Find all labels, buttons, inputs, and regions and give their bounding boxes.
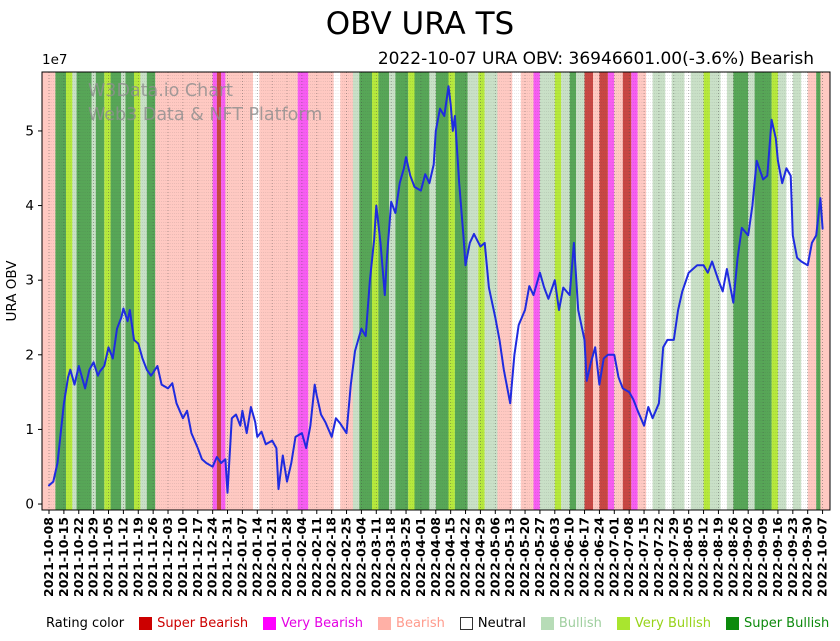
- legend-item: Very Bearish: [263, 616, 363, 631]
- svg-text:2021-11-05: 2021-11-05: [101, 517, 116, 597]
- svg-text:2021-12-10: 2021-12-10: [175, 517, 190, 597]
- legend-item: Very Bullish: [616, 616, 711, 631]
- svg-text:2022-04-15: 2022-04-15: [443, 517, 458, 597]
- svg-text:2022-04-22: 2022-04-22: [458, 517, 473, 597]
- obv-line-series: [48, 85, 824, 494]
- svg-text:2022-03-04: 2022-03-04: [353, 517, 368, 597]
- svg-text:2021-10-29: 2021-10-29: [86, 517, 101, 597]
- svg-text:2022-09-16: 2022-09-16: [770, 517, 785, 597]
- chart-title: OBV URA TS: [325, 6, 515, 42]
- svg-text:2022-09-09: 2022-09-09: [755, 517, 770, 597]
- legend-item-label: Super Bullish: [743, 616, 830, 631]
- legend-swatch-icon: [263, 617, 277, 630]
- y-axis-offset-text: 1e7: [42, 52, 67, 68]
- svg-text:2022-01-28: 2022-01-28: [279, 517, 294, 597]
- svg-text:2022-03-18: 2022-03-18: [383, 517, 398, 597]
- watermark-line1: W3Data.io Chart: [88, 81, 233, 101]
- svg-text:2022-07-15: 2022-07-15: [636, 517, 651, 597]
- legend-swatch-icon: [459, 617, 473, 630]
- svg-text:2022-08-05: 2022-08-05: [681, 517, 696, 597]
- svg-text:2022-09-30: 2022-09-30: [800, 517, 815, 597]
- svg-text:2022-08-19: 2022-08-19: [710, 517, 725, 597]
- svg-text:2022-01-21: 2022-01-21: [264, 517, 279, 597]
- svg-text:2022-07-29: 2022-07-29: [666, 517, 681, 597]
- legend-item-label: Super Bearish: [157, 616, 249, 631]
- legend-title: Rating color: [46, 616, 125, 631]
- svg-text:2022-08-12: 2022-08-12: [696, 517, 711, 597]
- legend-swatch-icon: [378, 617, 392, 630]
- legend-item: Super Bearish: [139, 616, 248, 631]
- svg-text:2022-04-01: 2022-04-01: [413, 517, 428, 597]
- svg-text:2021-12-24: 2021-12-24: [205, 517, 220, 597]
- svg-text:2021-12-03: 2021-12-03: [160, 517, 175, 597]
- watermark: W3Data.io Chart Web3 Data & NFT Platform: [88, 81, 322, 125]
- svg-text:2022-05-27: 2022-05-27: [532, 517, 547, 597]
- legend-item: Bullish: [540, 616, 602, 631]
- legend-item-label: Very Bullish: [634, 616, 711, 631]
- svg-text:4: 4: [25, 198, 34, 214]
- svg-text:2022-10-07: 2022-10-07: [815, 517, 830, 597]
- svg-text:2021-12-17: 2021-12-17: [190, 517, 205, 597]
- svg-text:2022-02-04: 2022-02-04: [294, 517, 309, 597]
- svg-text:5: 5: [25, 123, 34, 139]
- svg-text:2022-02-25: 2022-02-25: [339, 517, 354, 597]
- legend-item-label: Neutral: [477, 616, 526, 631]
- svg-text:2022-09-23: 2022-09-23: [785, 517, 800, 597]
- legend-swatch-icon: [616, 617, 630, 630]
- legend-item-label: Very Bearish: [281, 616, 364, 631]
- svg-text:2021-11-26: 2021-11-26: [145, 517, 160, 597]
- svg-text:2022-04-08: 2022-04-08: [428, 517, 443, 597]
- svg-text:0: 0: [25, 497, 34, 513]
- svg-text:2022-03-11: 2022-03-11: [368, 517, 383, 597]
- svg-text:2022-07-08: 2022-07-08: [621, 517, 636, 597]
- svg-text:2021-10-08: 2021-10-08: [41, 517, 56, 597]
- obv-line-path: [48, 85, 824, 494]
- svg-text:2022-04-29: 2022-04-29: [472, 517, 487, 597]
- svg-text:2022-09-02: 2022-09-02: [740, 517, 755, 597]
- svg-text:2022-03-25: 2022-03-25: [398, 517, 413, 597]
- y-axis-label: URA OBV: [4, 260, 20, 322]
- svg-text:2021-10-22: 2021-10-22: [71, 517, 86, 597]
- legend-item-label: Bullish: [558, 616, 602, 631]
- svg-text:2022-02-18: 2022-02-18: [324, 517, 339, 597]
- legend-swatch-icon: [540, 617, 554, 630]
- svg-text:2022-02-11: 2022-02-11: [309, 517, 324, 597]
- legend-item-label: Bearish: [396, 616, 445, 631]
- svg-text:2022-06-03: 2022-06-03: [547, 517, 562, 597]
- svg-text:2022-07-01: 2022-07-01: [606, 517, 621, 597]
- svg-text:2022-05-13: 2022-05-13: [502, 517, 517, 597]
- svg-text:2022-07-22: 2022-07-22: [651, 517, 666, 597]
- svg-text:2022-01-14: 2022-01-14: [249, 517, 264, 597]
- svg-text:2: 2: [25, 347, 34, 363]
- svg-text:2021-11-19: 2021-11-19: [130, 517, 145, 597]
- chart-subtitle: 2022-10-07 URA OBV: 36946601.00(-3.6%) B…: [377, 49, 814, 69]
- legend-item: Neutral: [459, 616, 526, 631]
- legend-swatch-icon: [139, 617, 153, 630]
- legend-item: Bearish: [378, 616, 445, 631]
- svg-text:1: 1: [25, 422, 34, 438]
- svg-text:3: 3: [25, 273, 34, 289]
- svg-text:2022-05-20: 2022-05-20: [517, 517, 532, 597]
- watermark-line2: Web3 Data & NFT Platform: [88, 105, 322, 125]
- svg-text:2022-06-24: 2022-06-24: [591, 517, 606, 597]
- svg-text:2022-05-06: 2022-05-06: [487, 517, 502, 597]
- svg-text:2021-10-15: 2021-10-15: [56, 517, 71, 597]
- svg-text:2022-08-26: 2022-08-26: [725, 517, 740, 597]
- svg-text:2022-01-07: 2022-01-07: [234, 517, 249, 597]
- rating-legend: Rating color Super Bearish Very Bearish …: [46, 616, 829, 631]
- svg-text:2022-06-17: 2022-06-17: [577, 517, 592, 597]
- svg-text:2022-06-10: 2022-06-10: [562, 517, 577, 597]
- svg-text:2021-12-31: 2021-12-31: [220, 517, 235, 597]
- svg-text:2021-11-12: 2021-11-12: [115, 517, 130, 597]
- legend-item: Super Bullish: [725, 616, 830, 631]
- legend-swatch-icon: [725, 617, 739, 630]
